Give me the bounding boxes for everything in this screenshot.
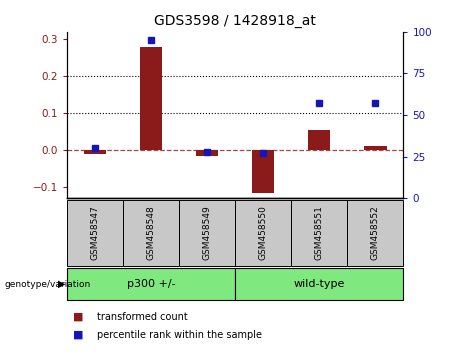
Text: GSM458552: GSM458552 — [371, 205, 380, 260]
Bar — [83, 150, 106, 154]
Bar — [308, 130, 331, 150]
Bar — [123, 200, 179, 266]
Text: GSM458549: GSM458549 — [202, 205, 212, 260]
Bar — [67, 268, 235, 300]
Text: GSM458550: GSM458550 — [259, 205, 268, 260]
Text: GSM458548: GSM458548 — [147, 205, 155, 260]
Text: GSM458551: GSM458551 — [315, 205, 324, 260]
Text: transformed count: transformed count — [97, 312, 188, 322]
Title: GDS3598 / 1428918_at: GDS3598 / 1428918_at — [154, 14, 316, 28]
Text: ■: ■ — [73, 312, 83, 322]
Bar — [179, 200, 235, 266]
Bar — [347, 200, 403, 266]
Bar — [364, 147, 386, 150]
Text: ▶: ▶ — [58, 279, 65, 289]
Text: ■: ■ — [73, 330, 83, 339]
Bar — [291, 200, 347, 266]
Text: GSM458547: GSM458547 — [90, 205, 100, 260]
Bar — [235, 200, 291, 266]
Text: wild-type: wild-type — [294, 279, 345, 289]
Bar — [235, 268, 403, 300]
Text: p300 +/-: p300 +/- — [127, 279, 175, 289]
Bar — [196, 150, 218, 156]
Text: percentile rank within the sample: percentile rank within the sample — [97, 330, 262, 339]
Bar — [67, 200, 123, 266]
Bar — [252, 150, 274, 193]
Text: genotype/variation: genotype/variation — [5, 280, 91, 289]
Bar — [140, 47, 162, 150]
